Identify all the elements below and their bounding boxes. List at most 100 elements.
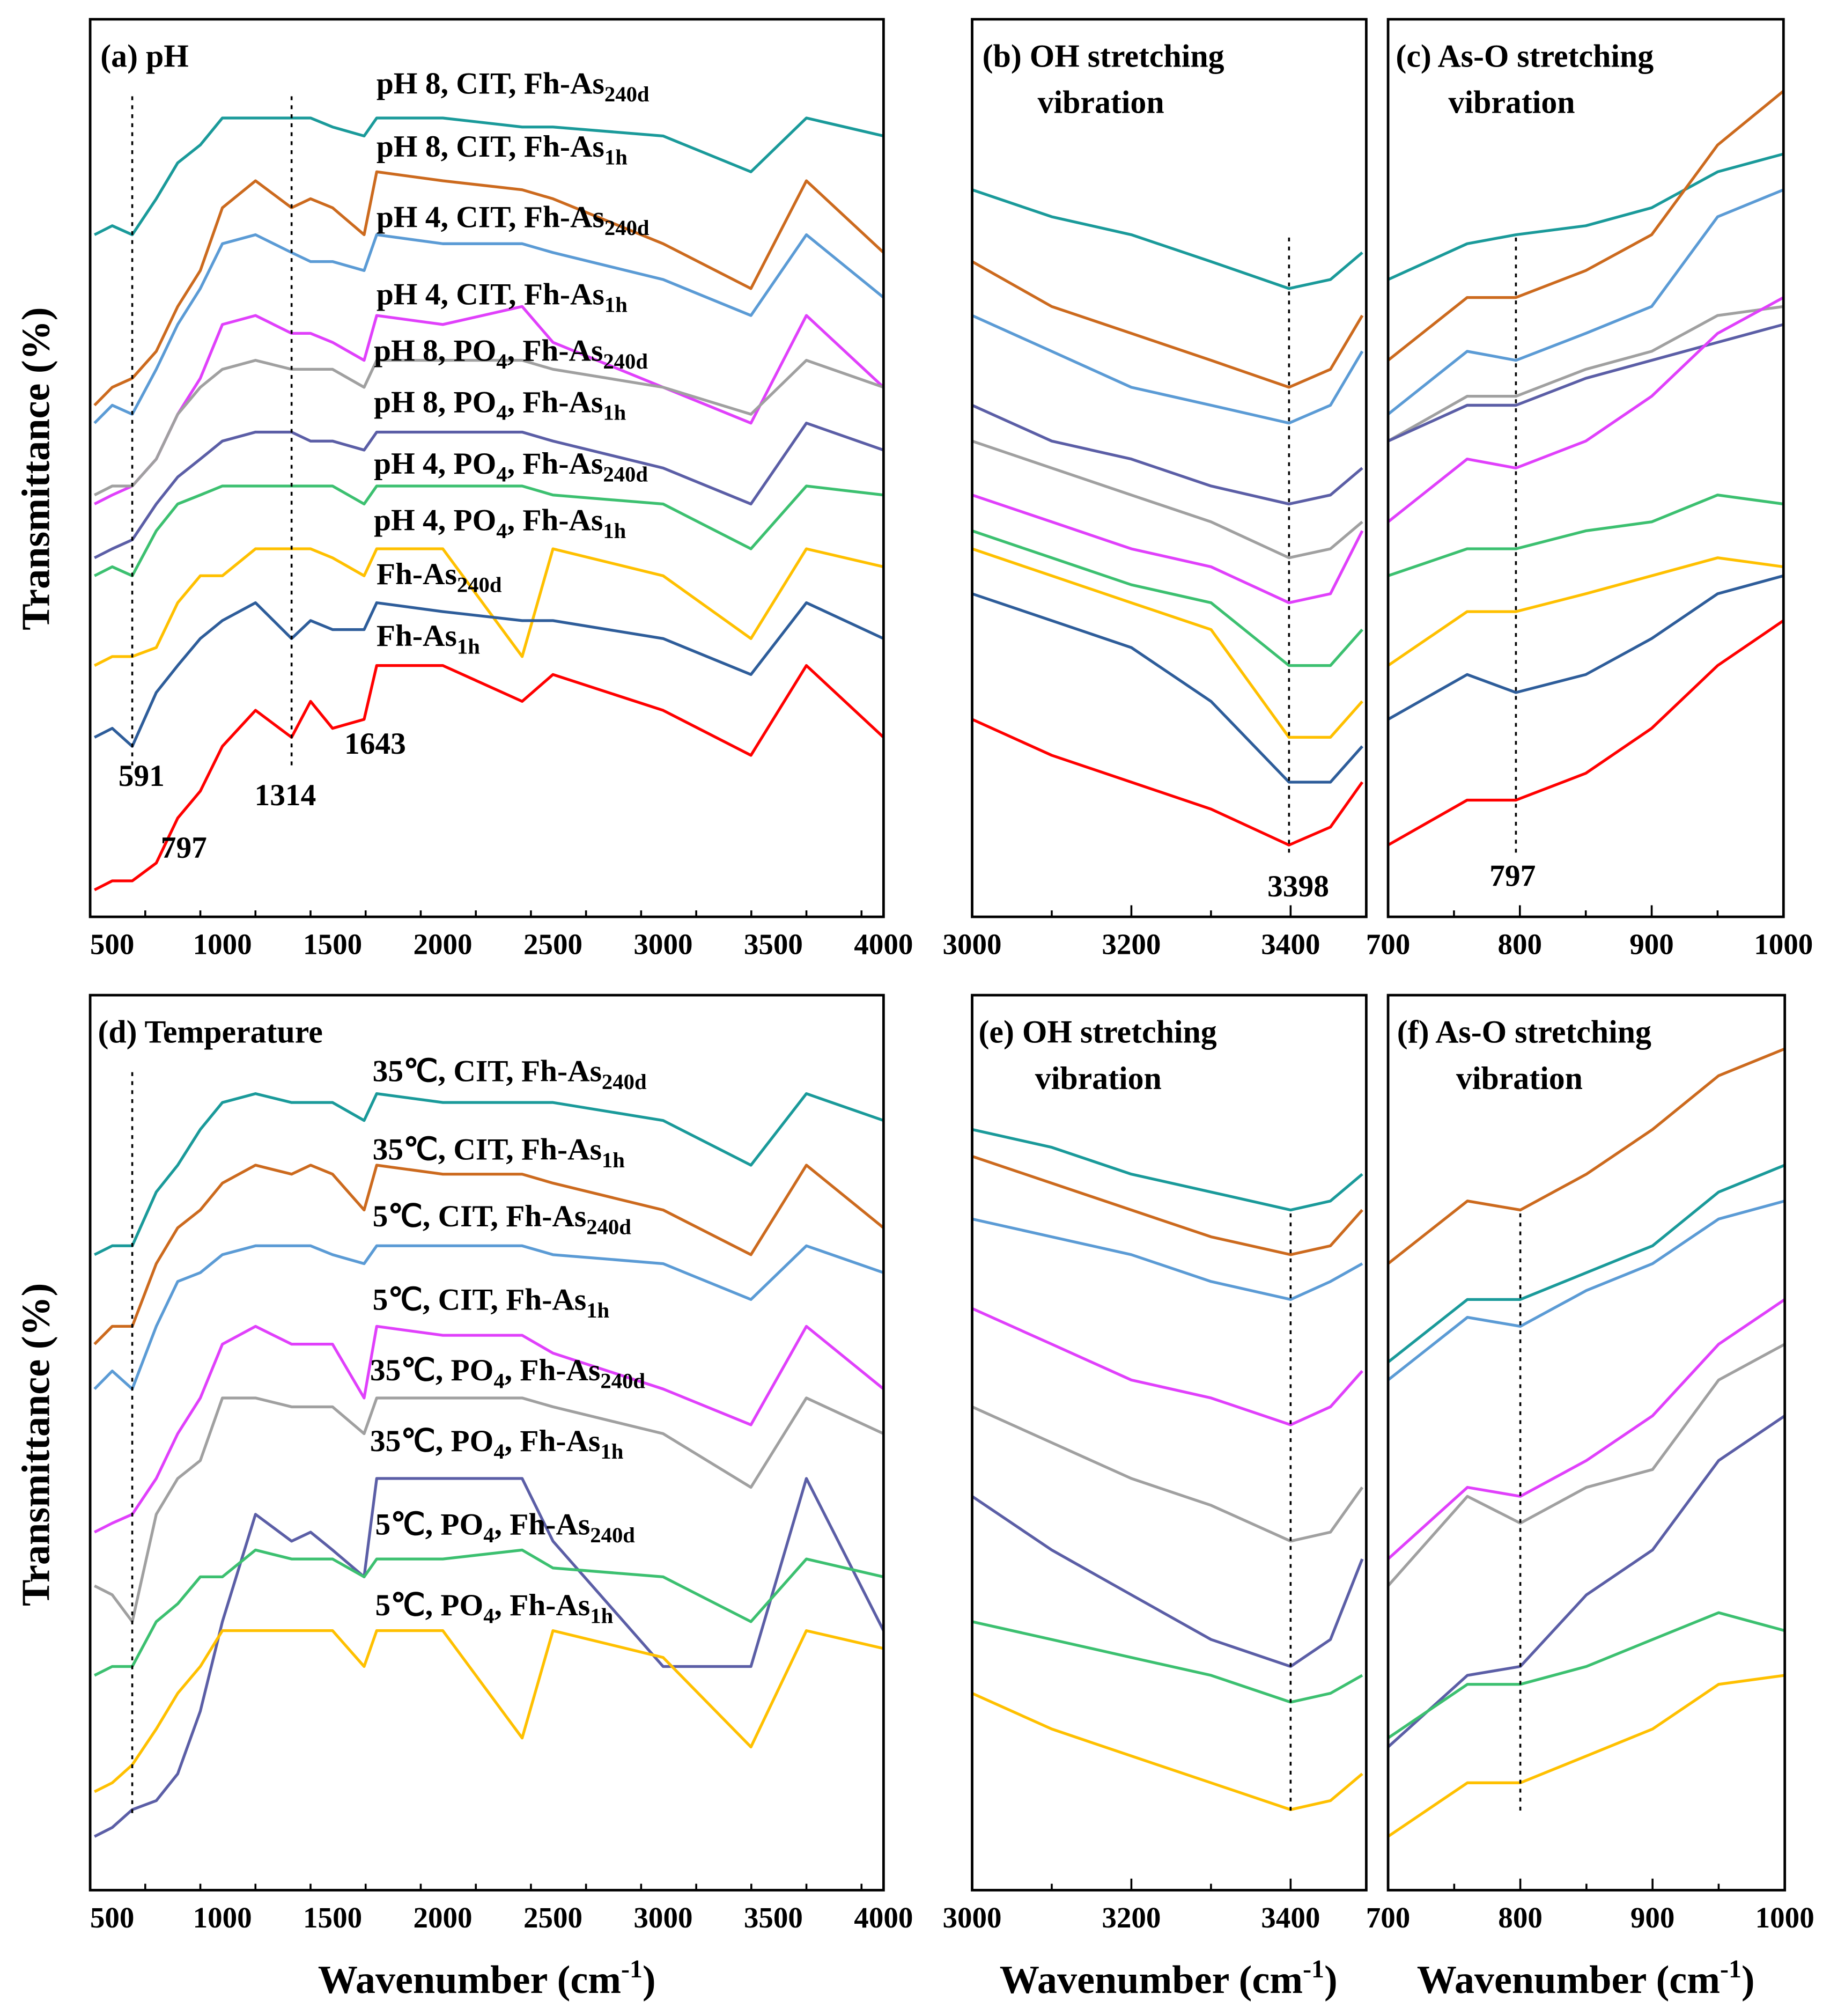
- series-line-6: [94, 1477, 885, 1838]
- series-line-4: [971, 1307, 1363, 1426]
- series-label-subscript: 240d: [604, 216, 650, 240]
- x-tick-label: 2000: [413, 1901, 472, 1934]
- panel-title: (c) As-O stretching: [1396, 38, 1654, 73]
- series-line-5: [94, 1396, 884, 1623]
- series-label-text: pH 4, CIT, Fh-As: [377, 277, 604, 311]
- panel-title: vibration: [1449, 85, 1575, 120]
- series-line-3: [1387, 188, 1784, 416]
- series-line-6: [1387, 296, 1784, 523]
- series-line-4: [971, 404, 1363, 506]
- series-label: pH 4, CIT, Fh-As240d: [377, 201, 650, 240]
- series-label: pH 4, PO4, Fh-As240d: [374, 447, 648, 486]
- series-label-text: 5℃, PO: [375, 1507, 483, 1541]
- x-axis-label: Wavenumber (cm-1): [1417, 1955, 1755, 2002]
- series-label-subscript: 4: [496, 462, 507, 487]
- x-tick-label: 2500: [523, 1901, 582, 1934]
- x-tick-label: 900: [1629, 928, 1674, 960]
- series-line-7: [1387, 1611, 1785, 1739]
- series-line-8: [94, 547, 884, 667]
- series-label-text: 5℃, CIT, Fh-As: [373, 1283, 587, 1317]
- series-line-1: [971, 1128, 1363, 1212]
- series-label-text: , Fh-As: [507, 447, 603, 481]
- series-line-9: [971, 592, 1363, 784]
- series-line-2: [93, 1164, 885, 1345]
- panel-title: vibration: [1456, 1061, 1583, 1096]
- x-tick-label: 500: [90, 928, 135, 960]
- series-line-9: [94, 601, 884, 748]
- y-axis-label: Transmittance (%): [14, 1283, 58, 1606]
- x-tick-label: 3000: [942, 1901, 1001, 1934]
- x-axis-label-superscript: -1: [621, 1955, 643, 1983]
- series-label-text: pH 4, CIT, Fh-As: [377, 201, 604, 234]
- x-tick-label: 2500: [523, 928, 582, 960]
- peak-annotation: 3398: [1267, 870, 1329, 903]
- series-label-subscript: 4: [493, 1439, 504, 1463]
- x-tick-label: 4000: [854, 928, 913, 960]
- series-line-2: [1387, 1164, 1785, 1364]
- x-axis-label-close: ): [1324, 1958, 1338, 2002]
- series-label: Fh-As1h: [377, 619, 480, 658]
- series-line-2: [971, 1154, 1363, 1256]
- series-line-5: [94, 359, 884, 497]
- series-label-subscript: 4: [496, 401, 507, 425]
- series-label-text: pH 8, PO: [374, 385, 496, 419]
- series-line-5: [1387, 323, 1784, 443]
- series-label-subscript: 1h: [457, 634, 480, 658]
- peak-annotation: 797: [1489, 859, 1536, 893]
- x-tick-label: 3500: [744, 1901, 803, 1934]
- x-tick-label: 1500: [303, 1901, 362, 1934]
- series-label: 5℃, CIT, Fh-As1h: [373, 1283, 610, 1322]
- series-line-3: [971, 314, 1364, 425]
- series-label-subscript: 240d: [600, 1369, 645, 1393]
- series-line-8: [971, 547, 1363, 739]
- series-label-text: , Fh-As: [507, 504, 603, 538]
- series-line-6: [971, 494, 1364, 605]
- series-line-1: [94, 116, 884, 237]
- series-line-7: [971, 529, 1363, 667]
- x-axis-label-text: Wavenumber (cm: [318, 1958, 621, 2002]
- panel-f: 700 800 900 1000 (f) As-O stretching vibratio…: [1366, 994, 1814, 1934]
- series-line-6: [1387, 1415, 1786, 1748]
- series-line-4: [1387, 1298, 1786, 1561]
- series-label-subscript: 4: [483, 1523, 494, 1547]
- series-label-text: Fh-As: [377, 557, 457, 591]
- series-line-2: [971, 260, 1364, 389]
- x-tick-label: 1000: [1754, 928, 1813, 960]
- x-axis-label-superscript: -1: [1303, 1955, 1324, 1983]
- series-line-5: [1387, 1343, 1785, 1587]
- series-label-text: pH 4, PO: [374, 447, 496, 481]
- series-label: 5℃, PO4, Fh-As240d: [375, 1507, 635, 1547]
- series-line-4: [1387, 305, 1784, 443]
- series-label-subscript: 1h: [586, 1298, 609, 1322]
- series-label-text: pH 4, PO: [374, 504, 496, 538]
- series-label-text: , Fh-As: [495, 1588, 591, 1622]
- series-label-subscript: 240d: [586, 1215, 631, 1239]
- x-tick-label: 3500: [744, 928, 803, 960]
- series-label-text: , Fh-As: [505, 1353, 601, 1387]
- series-label-subscript: 1h: [603, 519, 626, 543]
- series-label-subscript: 1h: [600, 1439, 623, 1463]
- x-tick-label: 3400: [1261, 928, 1320, 960]
- series-label: 35℃, PO4, Fh-As1h: [370, 1424, 624, 1463]
- series-label-subscript: 1h: [590, 1604, 613, 1628]
- x-tick-label: 700: [1366, 1901, 1411, 1934]
- series-line-6: [971, 1495, 1364, 1668]
- panel-d: 500 1000 1500 2000 2500 3000 3500 4000 (d) Tempe…: [88, 994, 913, 1934]
- x-tick-label: 2000: [413, 928, 472, 960]
- series-label-text: pH 8, CIT, Fh-As: [377, 67, 604, 101]
- series-label-subscript: 1h: [602, 1148, 625, 1172]
- series-label-text: , Fh-As: [505, 1424, 601, 1458]
- series-label-subscript: 1h: [604, 145, 628, 169]
- x-tick-label: 3200: [1102, 1901, 1161, 1934]
- series-label-subscript: 240d: [604, 82, 650, 106]
- panel-b: 3000 3200 3400 (b) OH stretching vibration 33…: [942, 18, 1368, 960]
- series-line-10: [971, 718, 1364, 847]
- series-label-text: 35℃, CIT, Fh-As: [373, 1132, 602, 1166]
- series-line-3: [971, 1217, 1363, 1301]
- series-line-7: [1388, 494, 1784, 577]
- x-tick-label: 1000: [1755, 1901, 1814, 1934]
- series-line-5: [971, 1406, 1364, 1543]
- x-tick-label: 3000: [633, 928, 692, 960]
- peak-annotation: 1314: [254, 778, 316, 812]
